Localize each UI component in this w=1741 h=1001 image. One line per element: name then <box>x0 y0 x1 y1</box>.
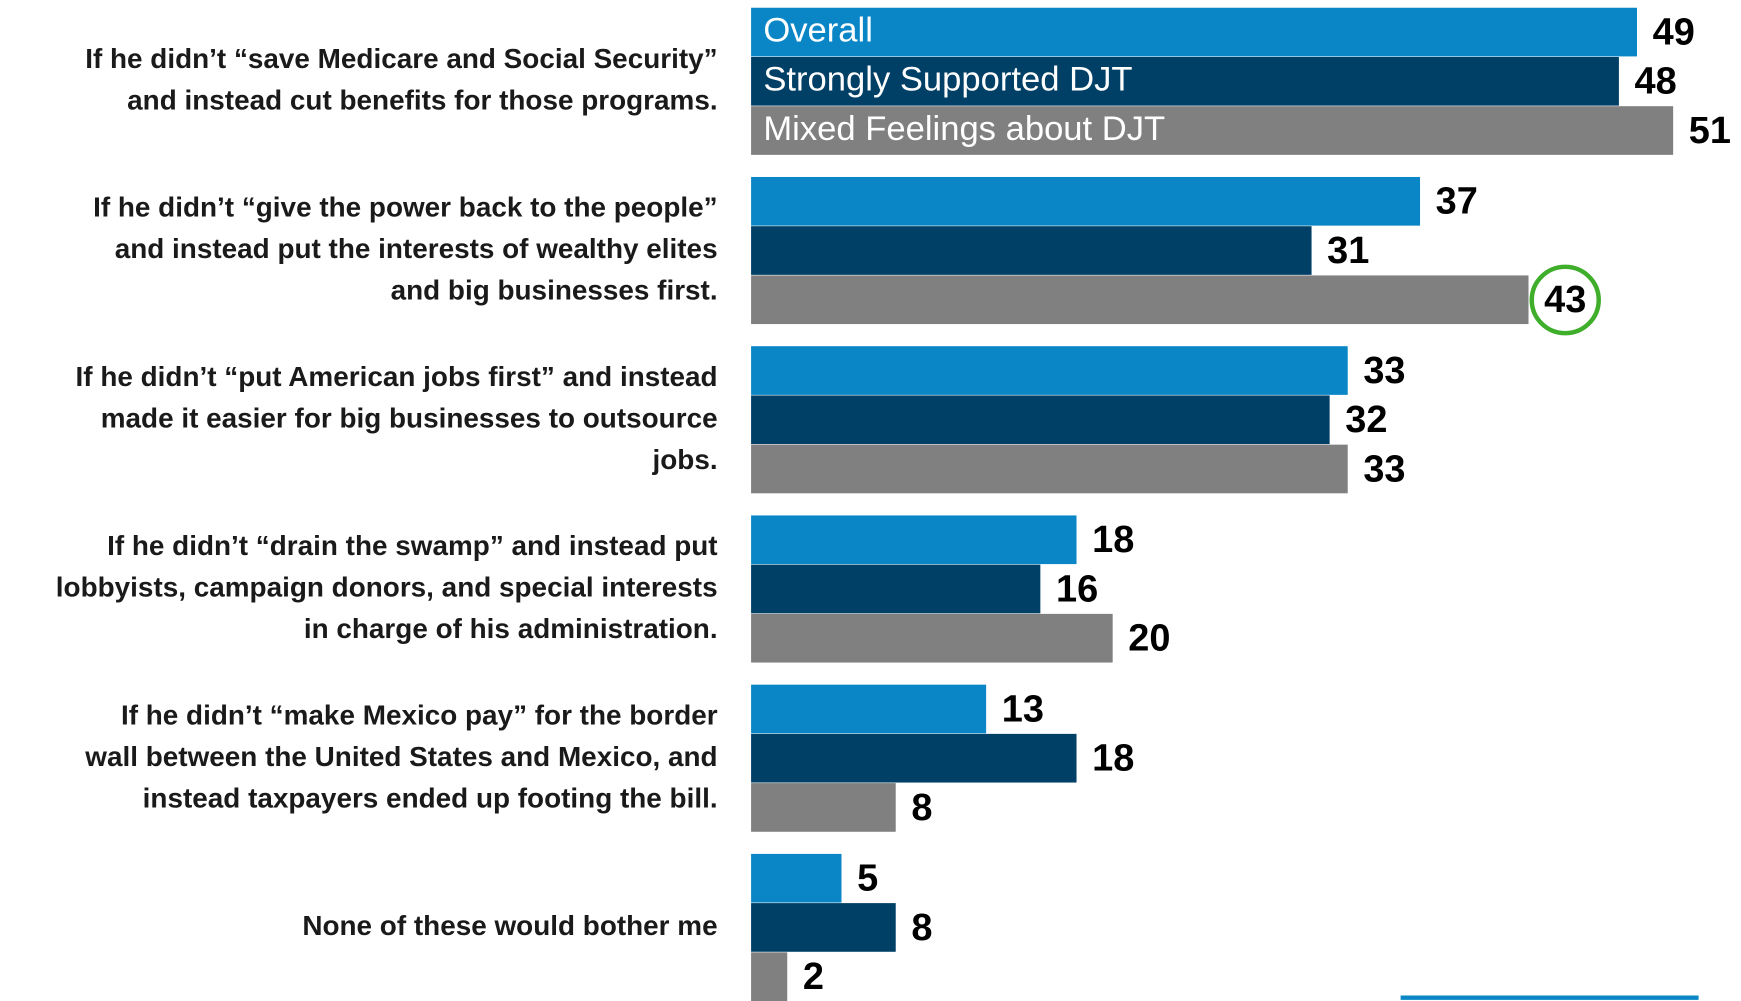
value-label: 33 <box>1363 350 1405 392</box>
bar <box>751 7 1637 57</box>
category-label: If he didn’t “put American jobs first” a… <box>76 361 718 392</box>
value-label: 43 <box>1544 279 1586 321</box>
bar <box>751 684 987 734</box>
value-label: 16 <box>1056 569 1098 611</box>
category-label: lobbyists, campaign donors, and special … <box>56 572 718 603</box>
value-label: 31 <box>1327 230 1369 272</box>
category-label: If he didn’t “drain the swamp” and inste… <box>107 530 718 561</box>
bar <box>751 444 1348 494</box>
bar <box>751 56 1619 106</box>
category-label: wall between the United States and Mexic… <box>84 741 717 772</box>
category-label: If he didn’t “give the power back to the… <box>93 192 717 223</box>
value-label: 20 <box>1128 618 1170 660</box>
bar <box>751 226 1312 275</box>
value-label: 32 <box>1345 399 1387 441</box>
bar <box>751 176 1421 226</box>
value-label: 13 <box>1002 689 1044 731</box>
category-label: If he didn’t “save Medicare and Social S… <box>85 43 717 74</box>
category-label: in charge of his administration. <box>304 613 718 644</box>
bar <box>751 733 1077 783</box>
bar <box>751 564 1041 614</box>
value-label: 18 <box>1092 738 1134 780</box>
value-label: 8 <box>911 907 932 949</box>
value-label: 48 <box>1635 61 1677 103</box>
bar <box>751 952 788 1001</box>
category-label: None of these would bother me <box>302 910 717 941</box>
category-label: If he didn’t “make Mexico pay” for the b… <box>121 699 718 730</box>
bar <box>751 853 842 903</box>
bar <box>751 395 1330 445</box>
category-label: and instead put the interests of wealthy… <box>115 233 718 264</box>
bar <box>751 515 1077 565</box>
bar <box>751 106 1674 155</box>
bar <box>751 903 896 952</box>
category-label: and big businesses first. <box>391 275 718 306</box>
legend-label: Strongly Supported DJT <box>763 61 1132 99</box>
bar <box>751 275 1529 325</box>
bar <box>751 783 896 832</box>
legend-label: Overall <box>763 12 873 50</box>
value-label: 5 <box>857 858 878 900</box>
bar <box>751 346 1348 395</box>
value-label: 51 <box>1689 110 1731 152</box>
value-label: 18 <box>1092 519 1134 561</box>
value-label: 37 <box>1436 181 1478 223</box>
value-label: 49 <box>1653 12 1695 54</box>
category-label: and instead cut benefits for those progr… <box>127 85 717 116</box>
category-label: made it easier for big businesses to out… <box>101 402 718 433</box>
category-label: jobs. <box>652 444 718 475</box>
value-label: 8 <box>911 787 932 829</box>
value-label: 2 <box>803 956 824 998</box>
bar <box>751 613 1113 663</box>
value-label: 33 <box>1363 449 1405 491</box>
highlight-circle <box>1529 264 1601 336</box>
category-label: instead taxpayers ended up footing the b… <box>143 782 718 813</box>
legend-label: Mixed Feelings about DJT <box>763 110 1165 148</box>
